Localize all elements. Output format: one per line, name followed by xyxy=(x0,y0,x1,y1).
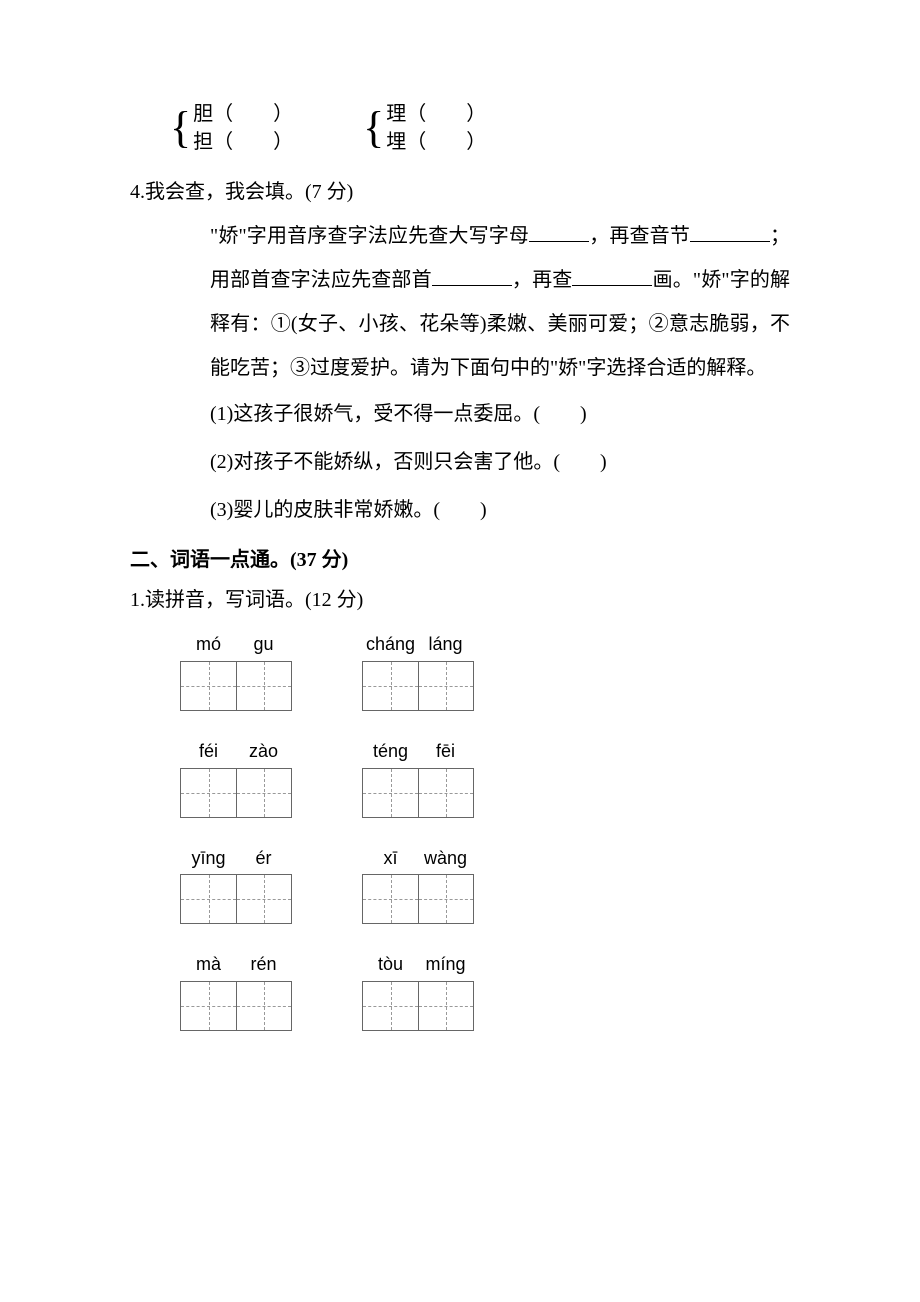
paren-blank: （ ） xyxy=(406,131,486,153)
pinyin-block: mó gu xyxy=(180,630,292,711)
pinyin-syllable: xī xyxy=(363,844,418,873)
q4-text: ，再查音节 xyxy=(589,225,690,247)
pinyin-labels: mó gu xyxy=(181,630,291,659)
sec2-q1-head: 1.读拼音，写词语。(12 分) xyxy=(130,584,790,616)
q4-body: "娇"字用音序查字法应先查大写字母，再查音节；用部首查字法应先查部首，再查画。"… xyxy=(210,214,790,390)
pair-line-top: 理（ ） xyxy=(386,100,486,128)
char-box[interactable] xyxy=(363,982,418,1030)
char-pair: { 胆（ ） 担（ ） xyxy=(170,100,293,156)
char-grid xyxy=(362,874,474,924)
char-bot: 担 xyxy=(193,131,213,153)
q4-text: 画。 xyxy=(652,269,692,291)
char-box[interactable] xyxy=(181,875,236,923)
char-box[interactable] xyxy=(418,662,473,710)
char-box[interactable] xyxy=(236,662,291,710)
pinyin-labels: téng fēi xyxy=(363,737,473,766)
pinyin-syllable: fēi xyxy=(418,737,473,766)
pinyin-row: yīng ér xī wàng xyxy=(180,844,790,925)
char-grid xyxy=(362,768,474,818)
sec2-head: 二、词语一点通。(37 分) xyxy=(130,544,790,576)
q4-text: "娇"字用音序查字法应先查大写字母 xyxy=(210,225,529,247)
pinyin-labels: cháng láng xyxy=(363,630,473,659)
pinyin-syllable: zào xyxy=(236,737,291,766)
pinyin-syllable: ér xyxy=(236,844,291,873)
char-grid xyxy=(362,981,474,1031)
fill-blank[interactable] xyxy=(572,266,652,286)
char-pair-row: { 胆（ ） 担（ ） { 理（ ） 埋（ ） xyxy=(170,100,790,156)
pinyin-block: mà rén xyxy=(180,950,292,1031)
pinyin-row: mà rén tòu míng xyxy=(180,950,790,1031)
fill-blank[interactable] xyxy=(529,222,589,242)
char-top: 理 xyxy=(386,103,406,125)
char-box[interactable] xyxy=(363,769,418,817)
q4-head: 4.我会查，我会填。(7 分) xyxy=(130,176,790,208)
pinyin-block: féi zào xyxy=(180,737,292,818)
q4-item: (2)对孩子不能娇纵，否则只会害了他。( ) xyxy=(210,438,790,486)
char-box[interactable] xyxy=(236,769,291,817)
char-box[interactable] xyxy=(418,982,473,1030)
pair-line-bot: 担（ ） xyxy=(193,128,293,156)
pinyin-syllable: mà xyxy=(181,950,236,979)
char-box[interactable] xyxy=(236,982,291,1030)
pinyin-syllable: mó xyxy=(181,630,236,659)
pinyin-area: mó gu cháng láng féi zào xyxy=(180,630,790,1031)
pinyin-syllable: rén xyxy=(236,950,291,979)
char-grid xyxy=(180,768,292,818)
char-box[interactable] xyxy=(363,875,418,923)
pair-col: 理（ ） 埋（ ） xyxy=(386,100,486,156)
pinyin-row: mó gu cháng láng xyxy=(180,630,790,711)
char-box[interactable] xyxy=(236,875,291,923)
char-grid xyxy=(362,661,474,711)
brace-icon: { xyxy=(363,106,384,150)
pair-line-bot: 埋（ ） xyxy=(386,128,486,156)
char-grid xyxy=(180,981,292,1031)
char-box[interactable] xyxy=(418,769,473,817)
pinyin-syllable: gu xyxy=(236,630,291,659)
pinyin-labels: féi zào xyxy=(181,737,291,766)
paren-blank: （ ） xyxy=(213,103,293,125)
char-box[interactable] xyxy=(363,662,418,710)
pair-line-top: 胆（ ） xyxy=(193,100,293,128)
pinyin-labels: tòu míng xyxy=(363,950,473,979)
q4-text: ，再查 xyxy=(512,269,573,291)
q4-item: (1)这孩子很娇气，受不得一点委屈。( ) xyxy=(210,390,790,438)
char-box[interactable] xyxy=(181,982,236,1030)
pinyin-block: xī wàng xyxy=(362,844,474,925)
fill-blank[interactable] xyxy=(432,266,512,286)
pinyin-block: téng fēi xyxy=(362,737,474,818)
pinyin-syllable: tòu xyxy=(363,950,418,979)
char-grid xyxy=(180,874,292,924)
char-top: 胆 xyxy=(193,103,213,125)
pinyin-block: yīng ér xyxy=(180,844,292,925)
pinyin-syllable: cháng xyxy=(363,630,418,659)
q4-item: (3)婴儿的皮肤非常娇嫩。( ) xyxy=(210,486,790,534)
pinyin-row: féi zào téng fēi xyxy=(180,737,790,818)
char-box[interactable] xyxy=(181,769,236,817)
pinyin-block: tòu míng xyxy=(362,950,474,1031)
brace-icon: { xyxy=(170,106,191,150)
char-pair: { 理（ ） 埋（ ） xyxy=(363,100,486,156)
pinyin-syllable: láng xyxy=(418,630,473,659)
pinyin-syllable: téng xyxy=(363,737,418,766)
pinyin-block: cháng láng xyxy=(362,630,474,711)
paren-blank: （ ） xyxy=(213,131,293,153)
fill-blank[interactable] xyxy=(690,222,770,242)
char-grid xyxy=(180,661,292,711)
pinyin-syllable: féi xyxy=(181,737,236,766)
pair-col: 胆（ ） 担（ ） xyxy=(193,100,293,156)
char-box[interactable] xyxy=(418,875,473,923)
char-box[interactable] xyxy=(181,662,236,710)
pinyin-labels: mà rén xyxy=(181,950,291,979)
pinyin-syllable: míng xyxy=(418,950,473,979)
pinyin-syllable: yīng xyxy=(181,844,236,873)
char-bot: 埋 xyxy=(386,131,406,153)
paren-blank: （ ） xyxy=(406,103,486,125)
pinyin-labels: xī wàng xyxy=(363,844,473,873)
pinyin-syllable: wàng xyxy=(418,844,473,873)
pinyin-labels: yīng ér xyxy=(181,844,291,873)
